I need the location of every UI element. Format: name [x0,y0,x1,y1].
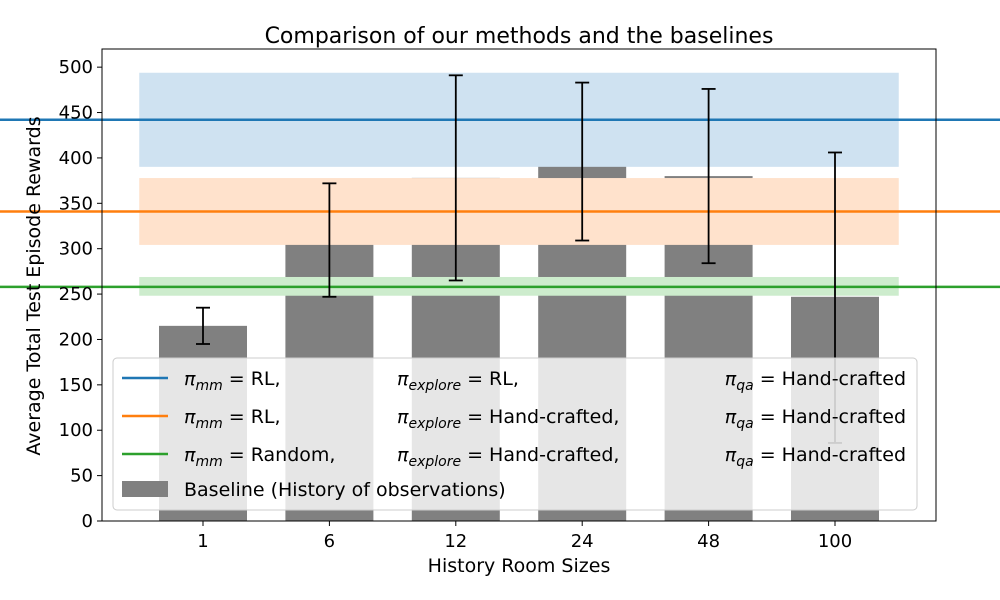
legend-mm-text: πmm = RL, [184,368,281,394]
error-bar-12 [448,74,463,282]
error-bar-1 [196,306,210,345]
error-bar-24 [575,81,590,242]
legend-baseline-text: Baseline (History of observations) [184,479,506,501]
legend-mm-text: πmm = RL, [184,406,281,432]
legend-explore-text: πexplore = Hand-crafted, [397,444,619,470]
legend-entry-baseline: Baseline (History of observations) [122,479,506,501]
legend-explore-text: πexplore = Hand-crafted, [397,406,619,432]
y-tick-label: 200 [59,329,93,350]
legend-qa-text: πqa = Hand-crafted [725,406,906,432]
x-tick-label: 24 [571,531,594,552]
y-tick-label: 350 [59,193,93,214]
x-tick-label: 100 [818,531,852,552]
legend-entry-3: πmm = Random, πexplore = Hand-crafted, πqa… [122,444,906,470]
legend-swatch-baseline [122,481,168,497]
y-tick-label: 100 [59,420,93,441]
y-tick-label: 50 [70,466,93,487]
x-tick-label: 12 [444,531,467,552]
legend-mm-text: πmm = Random, [184,444,335,470]
x-tick-label: 48 [697,531,720,552]
legend-qa-text: πqa = Hand-crafted [725,444,906,470]
legend-entry-1: πmm = RL, πexplore = RL, πqa = Hand-crafte… [122,368,906,394]
legend-entry-2: πmm = RL, πexplore = Hand-crafted, πqa = H… [122,406,906,432]
x-axis-label: History Room Sizes [428,555,611,577]
error-bar-48 [701,88,716,265]
x-tick-label: 1 [197,531,208,552]
y-axis-label: Average Total Test Episode Rewards [23,116,45,455]
y-tick-label: 300 [59,239,93,260]
legend-box [112,357,918,511]
y-tick-label: 400 [59,148,93,169]
legend-qa-text: πqa = Hand-crafted [725,368,906,394]
chart-title: Comparison of our methods and the baseli… [265,24,774,49]
y-tick-label: 150 [59,375,93,396]
x-tick-label: 6 [324,531,335,552]
legend: πmm = RL, πexplore = RL, πqa = Hand-crafte… [112,357,918,511]
y-tick-label: 0 [82,511,93,532]
axes-frame [101,48,937,522]
y-tick-label: 450 [59,103,93,124]
y-tick-label: 250 [59,284,93,305]
y-tick-label: 500 [59,57,93,78]
legend-explore-text: πexplore = RL, [397,368,519,394]
error-bar-6 [322,182,337,298]
